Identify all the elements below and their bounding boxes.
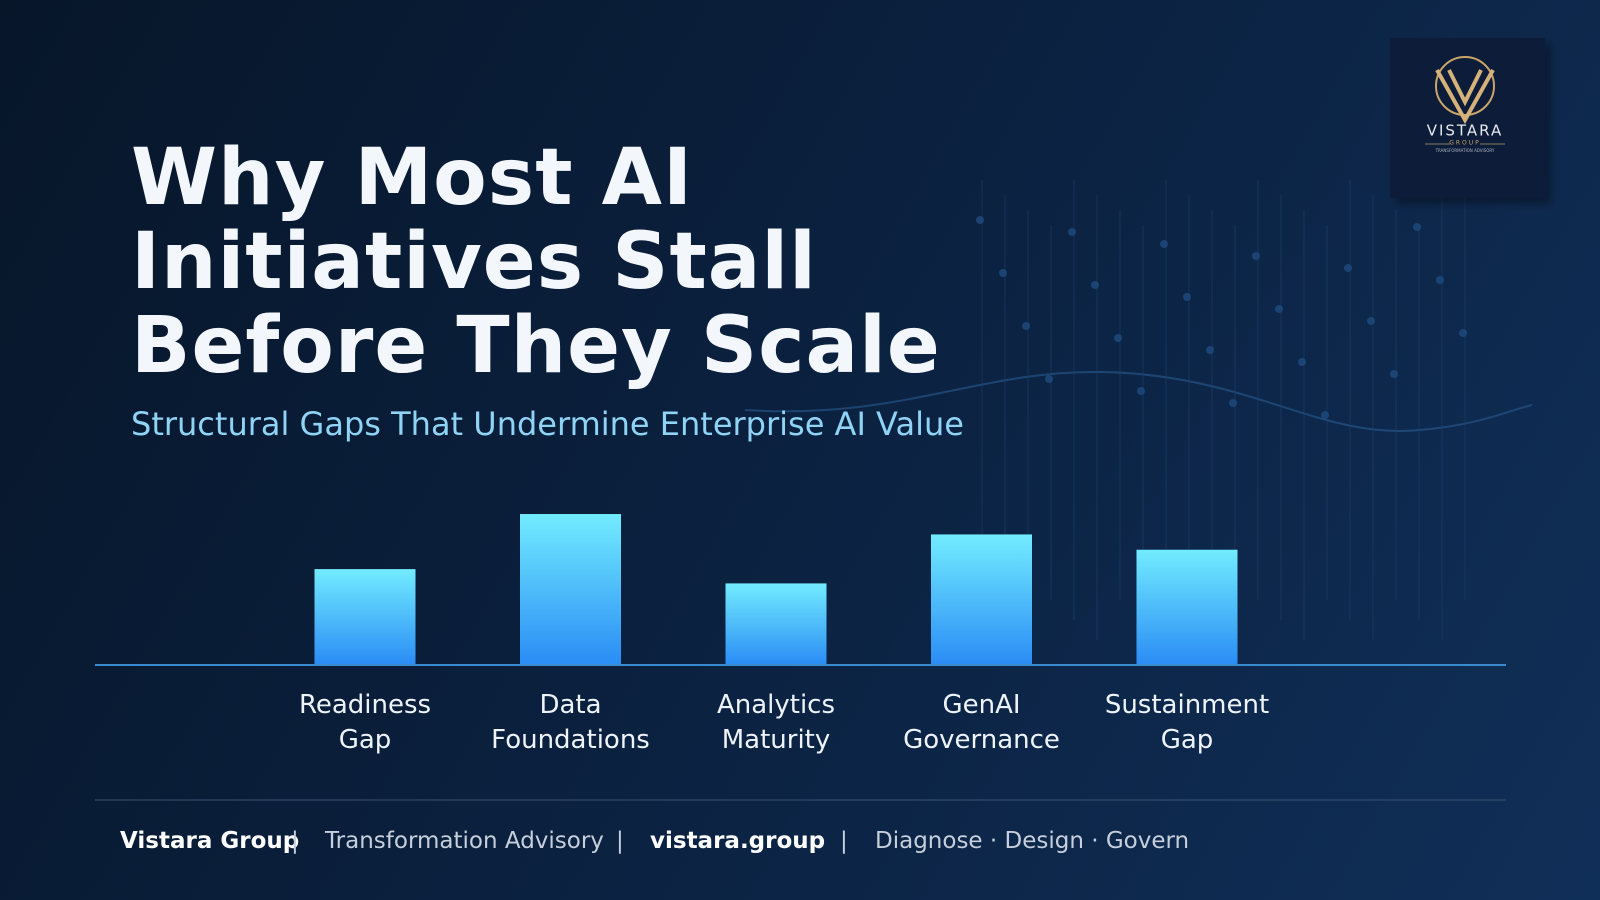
- footer-motto: Diagnose · Design · Govern: [875, 828, 1190, 854]
- chart-title: Why Most AI Initiatives Stall Before The…: [131, 133, 941, 391]
- decor-dot: [1367, 317, 1375, 325]
- bar: [314, 569, 416, 665]
- decor-dot: [1275, 305, 1283, 313]
- bar: [725, 583, 827, 665]
- decor-dot: [1114, 334, 1122, 342]
- logo-tagline: TRANSFORMATION ADVISORY: [1435, 148, 1495, 153]
- footer-website: vistara.group: [650, 828, 826, 854]
- x-tick-label: GenAI Governance: [903, 690, 1060, 755]
- chart-subtitle: Structural Gaps That Undermine Enterpris…: [131, 405, 964, 443]
- decor-dot: [976, 216, 984, 224]
- footer-tagline: Transformation Advisory: [325, 828, 604, 854]
- decor-dot: [1413, 223, 1421, 231]
- logo-v: [1435, 69, 1495, 125]
- decor-dot: [999, 269, 1007, 277]
- decor-dot: [1321, 411, 1329, 419]
- decor-dot: [1206, 346, 1214, 354]
- logo-ring: [1435, 56, 1495, 116]
- decor-dot: [1459, 329, 1467, 337]
- x-tick-label: Data Foundations: [491, 690, 650, 755]
- bar: [520, 514, 621, 665]
- bar: [1136, 549, 1238, 665]
- decor-dot: [1229, 399, 1237, 407]
- decor-dot: [1183, 293, 1191, 301]
- bar: [931, 534, 1032, 665]
- footer-separator: |: [840, 828, 848, 854]
- decor-wave: [744, 370, 1533, 432]
- decor-dot: [1137, 387, 1145, 395]
- decor-dot: [1160, 240, 1168, 248]
- decor-dot: [1252, 252, 1260, 260]
- logo-name: VISTARA: [1427, 122, 1504, 140]
- footer-separator: |: [616, 828, 624, 854]
- decor-dot: [1022, 322, 1030, 330]
- decor-dot: [1344, 264, 1352, 272]
- decor-dot: [1390, 370, 1398, 378]
- decor-dot: [1091, 281, 1099, 289]
- footer-company: Vistara Group: [120, 828, 300, 854]
- x-tick-label: Sustainment Gap: [1104, 690, 1270, 755]
- decor-dot: [1298, 358, 1306, 366]
- logo-sub: GROUP: [1449, 140, 1481, 147]
- x-tick-label: Analytics Maturity: [716, 690, 836, 755]
- x-tick-label: Readiness Gap: [298, 690, 432, 755]
- logo: VISTARA GROUP TRANSFORMATION ADVISORY: [1390, 38, 1545, 198]
- decor-dot: [1068, 228, 1076, 236]
- decor-dot: [1045, 375, 1053, 383]
- decor-dot: [1436, 276, 1444, 284]
- footer-separator: |: [291, 828, 299, 854]
